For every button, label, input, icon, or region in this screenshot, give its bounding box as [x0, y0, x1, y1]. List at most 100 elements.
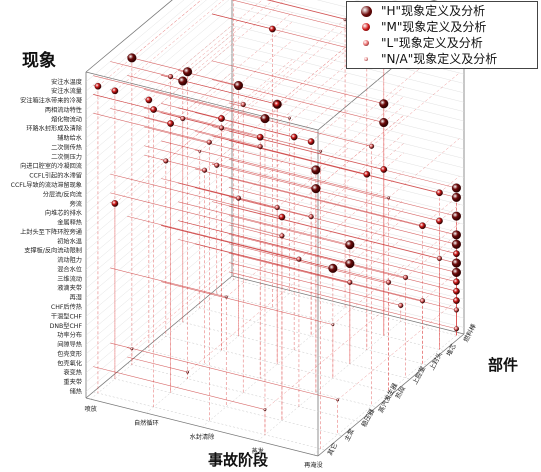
reference-line — [277, 44, 349, 105]
reference-line — [178, 239, 350, 283]
reference-line — [93, 75, 266, 119]
reference-line — [229, 271, 457, 330]
reference-line — [315, 96, 404, 171]
reference-line — [264, 293, 404, 410]
reference-line — [161, 112, 222, 129]
data-point — [380, 166, 388, 173]
wall-grid-line — [85, 137, 465, 261]
data-point — [186, 370, 190, 374]
wall-grid-line — [85, 53, 465, 176]
reference-line — [229, 177, 457, 236]
stage-tick-label: 喷放 — [84, 405, 96, 413]
reference-line — [209, 26, 349, 143]
reference-line — [144, 145, 316, 189]
phenomenon-tick-label: 分层流/反向流 — [43, 190, 82, 198]
data-point — [336, 398, 340, 402]
reference-line — [212, 126, 384, 170]
x-axis-title: 事故阶段 — [208, 451, 268, 469]
floor-grid-line — [146, 290, 293, 414]
data-point — [436, 217, 443, 225]
plot-box-edge — [85, 71, 319, 131]
reference-line — [349, 218, 404, 264]
legend-marker — [362, 23, 370, 31]
data-point — [273, 100, 281, 108]
reference-line — [127, 356, 188, 373]
legend-label: "M"现象定义及分析 — [381, 20, 487, 34]
reference-line — [161, 103, 222, 119]
data-point — [345, 240, 355, 250]
reference-line — [229, 159, 457, 217]
reference-line — [229, 196, 457, 254]
reference-line — [212, 60, 384, 105]
data-point — [453, 307, 459, 313]
legend-marker — [363, 40, 369, 46]
data-point — [363, 170, 371, 178]
reference-line — [266, 0, 346, 20]
reference-line — [229, 215, 457, 273]
data-point — [167, 120, 174, 127]
wall-grid-line — [85, 156, 465, 280]
reference-line — [238, 40, 293, 86]
reference-line — [226, 195, 349, 298]
wall-grid-line — [85, 231, 465, 355]
reference-line — [229, 243, 457, 301]
reference-line — [229, 187, 457, 245]
phenomenon-tick-label: 三维流动 — [57, 275, 82, 283]
data-point — [263, 408, 267, 411]
wall-grid-line — [85, 259, 465, 383]
reference-line — [114, 0, 224, 92]
phenomenon-tick-label: 安注水温度 — [51, 78, 82, 86]
data-point — [198, 149, 202, 153]
data-point — [436, 255, 443, 262]
wall-grid-line — [85, 250, 465, 373]
reference-line — [310, 110, 349, 142]
data-point — [453, 297, 460, 304]
reference-line — [161, 178, 278, 208]
reference-line — [439, 175, 460, 193]
reference-line — [110, 267, 227, 298]
data-point — [328, 263, 338, 273]
data-point — [287, 116, 291, 120]
data-point — [308, 214, 314, 220]
data-point — [385, 279, 392, 285]
stage-tick-label: 蒸发 — [251, 447, 263, 455]
reference-line — [229, 234, 457, 292]
data-point — [240, 101, 246, 108]
phenomenon-tick-label: 熔化物流动 — [51, 115, 82, 123]
reference-line — [110, 108, 171, 124]
wall-grid-line — [85, 0, 465, 82]
data-point — [127, 53, 137, 63]
data-point — [278, 213, 286, 221]
phenomenon-tick-label: CCFL导致的流动滞留现象 — [11, 181, 82, 189]
reference-line — [243, 16, 349, 105]
data-point — [331, 323, 335, 327]
plot-box-edge — [231, 275, 465, 335]
data-point — [150, 106, 157, 113]
reference-line — [187, 284, 293, 373]
reference-line — [212, 201, 440, 259]
data-point — [111, 87, 119, 95]
data-point — [451, 192, 461, 202]
data-point — [453, 278, 460, 286]
data-point — [319, 149, 323, 153]
data-point — [419, 222, 426, 230]
data-point — [451, 183, 461, 193]
reference-line — [229, 262, 401, 306]
reference-line — [366, 143, 404, 175]
phenomenon-tick-label: 环路水封形成及清除 — [26, 125, 82, 133]
data-point — [347, 279, 353, 285]
reference-line — [195, 243, 423, 302]
reference-line — [383, 86, 404, 104]
wall-grid-line — [85, 128, 465, 251]
phenomenon-tick-label: 向堆芯的排水 — [45, 209, 83, 217]
reference-line — [281, 133, 404, 236]
reference-line — [127, 56, 188, 73]
reference-line — [229, 205, 457, 264]
reference-lines — [93, 0, 460, 449]
reference-line — [238, 152, 293, 199]
phenomenon-tick-label: 二次侧传热 — [51, 143, 83, 151]
reference-line — [131, 261, 237, 349]
data-point — [379, 99, 389, 109]
